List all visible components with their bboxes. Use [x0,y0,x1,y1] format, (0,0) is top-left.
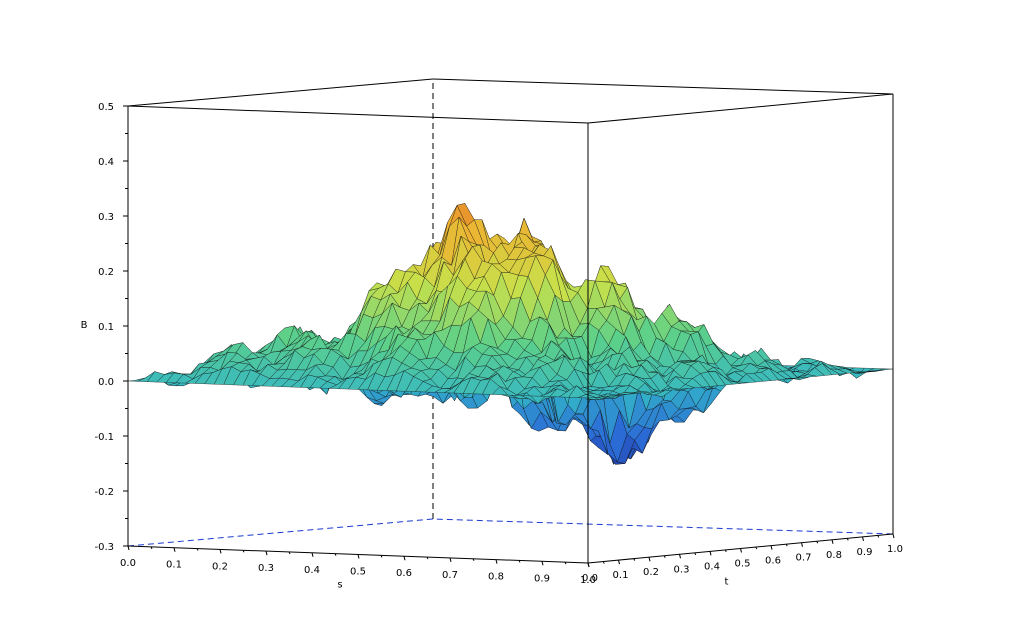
s-axis-minor-tick [564,561,567,565]
s-tick-label: 0.1 [166,560,182,571]
t-axis-tick [618,559,620,565]
t-axis-minor-tick [846,538,849,541]
t-axis-minor-tick [694,552,697,556]
t-tick-label: 0.2 [643,567,659,578]
s-axis-minor-tick [380,555,383,558]
t-axis-minor-tick [633,558,636,561]
z-tick-label: 0.5 [98,102,114,113]
box-edge [127,105,589,124]
s-axis-tick [173,547,176,552]
t-tick-label: 0.3 [674,564,690,575]
s-axis-tick [311,552,314,557]
s-tick-label: 0.9 [534,573,550,584]
t-axis-minor-tick [663,555,666,558]
t-tick-label: 0.4 [704,561,720,572]
s-tick-label: 0.4 [304,565,320,576]
s-tick-label: 0.3 [258,563,274,574]
z-tick-label: 0.4 [98,157,114,168]
s-axis-tick [403,556,406,561]
t-axis-tick [709,551,712,556]
floor-hidden-edge [127,518,894,547]
box-edge [127,78,434,107]
s-axis-tick [357,554,360,559]
t-tick-label: 0.1 [613,570,629,581]
s-axis-minor-tick [196,548,199,551]
t-axis-tick [587,562,590,568]
s-axis-tick [127,545,130,551]
t-axis-minor-tick [602,561,605,564]
s-tick-label: 1.0 [580,575,596,586]
s-tick-label: 0.7 [442,570,458,581]
t-tick-label: 0.8 [826,550,842,561]
s-tick-label: 0.2 [212,561,228,572]
s-axis-tick [219,549,222,554]
t-tick-label: 0.5 [735,559,751,570]
t-axis-label: t [725,577,729,588]
z-tick-label: 0.1 [98,322,114,333]
z-tick-label: -0.1 [94,432,114,443]
s-axis-minor-tick [288,551,291,555]
z-tick-label: 0.0 [98,377,114,388]
s-tick-label: 0.0 [120,558,136,569]
s-tick-label: 0.8 [488,572,504,583]
s-axis-tick [265,550,268,556]
t-axis-tick [740,548,742,553]
z-axis-label: B [81,320,88,331]
box-edge [432,78,894,95]
t-axis-minor-tick [877,535,880,538]
s-axis-label: s [337,580,342,591]
t-axis-tick [892,533,895,539]
s-axis-minor-tick [334,553,337,556]
t-tick-label: 1.0 [887,544,903,555]
s-axis-tick [495,559,498,564]
s-tick-label: 0.6 [396,568,412,579]
t-tick-label: 0.6 [765,556,781,567]
t-tick-label: 0.0 [582,573,598,584]
t-axis-minor-tick [785,543,788,547]
surface-mesh [127,203,894,465]
s-axis-minor-tick [242,550,245,553]
s-axis-minor-tick [150,546,153,550]
z-tick-label: 0.3 [98,212,114,223]
s-axis-tick [449,557,452,563]
z-tick-label: -0.2 [94,487,114,498]
box-edge [587,93,894,124]
t-axis-tick [801,542,803,547]
s-axis-minor-tick [426,556,429,560]
z-tick-label: 0.2 [98,267,114,278]
t-axis-tick [831,539,834,544]
s-axis-minor-tick [472,558,475,561]
t-axis-tick [648,557,651,562]
t-tick-label: 0.7 [796,553,812,564]
t-axis-tick [862,536,864,542]
t-tick-label: 0.9 [857,547,873,558]
surface-patch [578,394,596,399]
s-axis-minor-tick [518,560,521,563]
t-axis-minor-tick [816,541,819,544]
t-axis-minor-tick [724,549,727,553]
z-tick-label: -0.3 [94,542,114,553]
s-axis-tick [541,561,544,566]
t-axis-minor-tick [755,546,758,550]
axes: 0.0 0.1 0.2 0.3 0.4 0.5 0.6 0.7 0.8 0.9 1.0 s 0.0 0.1… [81,102,903,591]
t-axis-tick [770,545,773,550]
s-tick-label: 0.5 [350,567,366,578]
t-axis-tick [679,554,681,559]
